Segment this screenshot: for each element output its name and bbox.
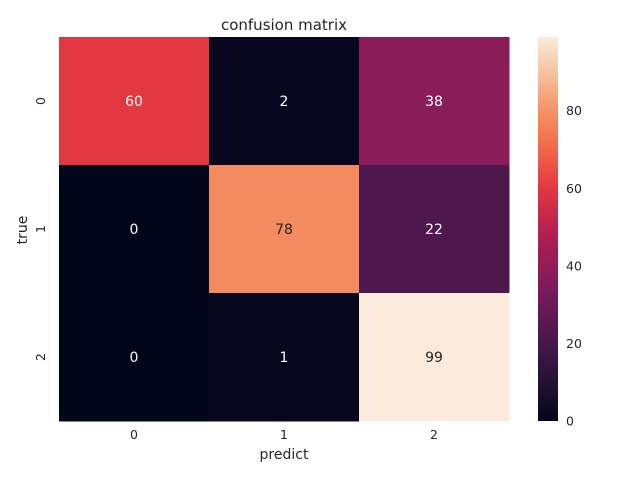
cell-value-label: 99 — [425, 350, 443, 366]
cell-value-label: 78 — [275, 222, 293, 238]
heatmap-cell — [359, 293, 510, 422]
y-tick-label: 0 — [33, 97, 48, 105]
heatmap-cell — [59, 37, 210, 166]
colorbar-tick-label: 40 — [566, 258, 582, 273]
cell-value-label: 22 — [425, 222, 443, 238]
y-tick-label: 1 — [33, 225, 48, 233]
colorbar-tick-label: 0 — [566, 414, 574, 429]
x-tick-label: 0 — [130, 427, 138, 442]
chart-title: confusion matrix — [221, 16, 347, 34]
cell-value-label: 0 — [130, 350, 139, 366]
y-axis-label: true — [15, 216, 31, 245]
x-axis-label: predict — [260, 447, 309, 463]
heatmap-cell — [209, 293, 360, 422]
cell-value-label: 2 — [280, 94, 289, 110]
heatmap-cells: 60 2 38 0 78 22 0 1 99 — [59, 37, 510, 422]
heatmap-cell — [359, 165, 510, 294]
colorbar-tick-label: 20 — [566, 336, 582, 351]
x-tick-label: 1 — [280, 427, 288, 442]
x-tick-labels: 0 1 2 — [130, 427, 438, 442]
cell-value-label: 1 — [280, 350, 289, 366]
colorbar-tick-label: 80 — [566, 103, 582, 118]
cell-value-label: 38 — [425, 94, 443, 110]
cell-value-label: 0 — [130, 222, 139, 238]
cell-value-label: 60 — [125, 94, 143, 110]
heatmap-cell — [59, 293, 210, 422]
heatmap-cell — [59, 165, 210, 294]
y-tick-labels: 0 1 2 — [33, 97, 48, 361]
heatmap-cell — [209, 37, 360, 166]
colorbar-gradient — [538, 37, 558, 421]
heatmap-cell — [209, 165, 360, 294]
colorbar-tick-label: 60 — [566, 181, 582, 196]
heatmap-cell — [359, 37, 510, 166]
colorbar: 0 20 40 60 80 — [538, 37, 582, 429]
x-tick-label: 2 — [430, 427, 438, 442]
y-tick-label: 2 — [33, 353, 48, 361]
